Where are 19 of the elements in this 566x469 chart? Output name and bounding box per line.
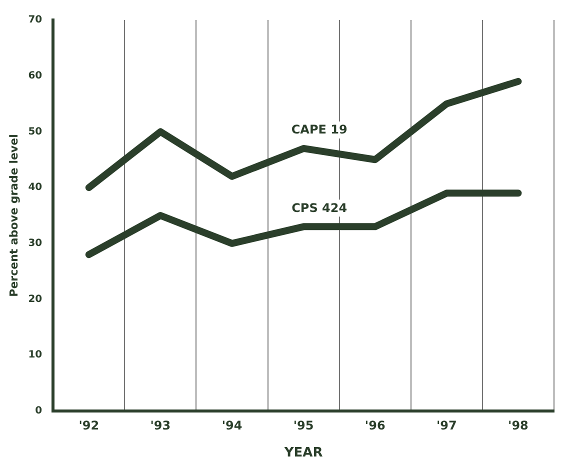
y-tick-label: 40 xyxy=(28,182,42,194)
x-tick-label: '95 xyxy=(293,418,314,432)
series-label: CAPE 19 xyxy=(291,122,348,137)
x-tick-label: '92 xyxy=(78,418,100,432)
y-tick-label: 10 xyxy=(28,350,42,361)
y-tick-label: 70 xyxy=(28,14,42,26)
x-axis-title: YEAR xyxy=(283,446,323,461)
x-tick-label: '94 xyxy=(222,418,242,432)
series-label: CPS 424 xyxy=(292,200,348,215)
x-tick-label: '93 xyxy=(150,418,171,432)
y-tick-label: 0 xyxy=(35,406,42,417)
x-tick-label: '96 xyxy=(364,418,386,432)
y-tick-label: 60 xyxy=(28,70,42,82)
y-tick-label: 30 xyxy=(28,238,42,250)
y-tick-label: 50 xyxy=(28,126,42,138)
x-tick-label: '98 xyxy=(508,418,528,432)
x-tick-label: '97 xyxy=(436,418,457,432)
y-axis-title: Percent above grade level xyxy=(7,134,20,297)
y-tick-label: 20 xyxy=(28,294,42,305)
